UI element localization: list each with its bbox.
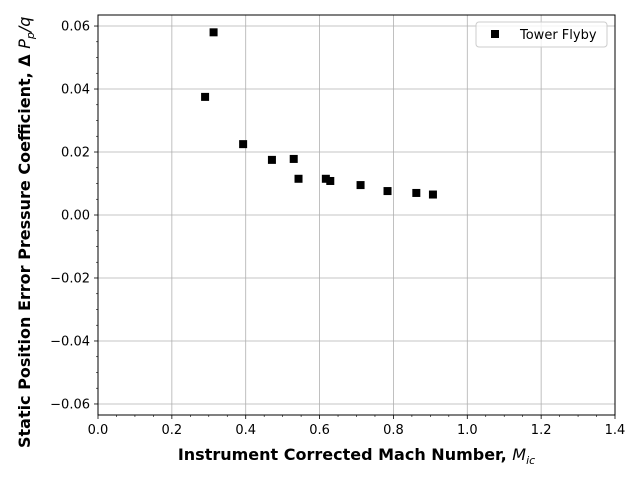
data-point [356,181,365,190]
data-point [289,154,298,163]
grid-lines [97,15,616,415]
data-point [383,187,392,196]
legend: Tower Flyby [475,21,608,48]
y-tick-label: −0.04 [50,334,90,349]
data-point [239,140,248,149]
data-point [412,188,421,197]
y-axis-label: Static Position Error Pressure Coefficie… [15,17,37,448]
legend-label-tower-flyby: Tower Flyby [519,28,597,43]
y-tick-label: −0.02 [50,271,90,286]
legend-marker-square [491,30,499,38]
x-tick-label: 0.8 [383,423,404,438]
legend-box [475,21,608,48]
x-axis-ticks: 0.0 0.2 0.4 0.6 0.8 1.0 1.2 1.4 [88,415,626,438]
data-point [428,190,437,199]
x-tick-label: 0.2 [162,423,183,438]
plot-frame [97,14,616,416]
x-tick-label: 0.4 [235,423,256,438]
x-tick-label: 1.2 [531,423,552,438]
data-point [209,28,218,37]
x-tick-label: 1.0 [457,423,478,438]
data-point [321,174,330,183]
y-tick-label: 0.06 [61,20,90,35]
data-point [201,92,210,101]
x-tick-label: 0.6 [309,423,330,438]
y-tick-label: 0.02 [61,146,90,161]
data-points [201,28,437,199]
y-axis-ticks: 0.06 0.04 0.02 0.00 −0.02 −0.04 −0.06 [50,20,98,412]
y-tick-label: 0.00 [61,209,90,224]
x-tick-label: 0.0 [88,423,109,438]
y-tick-label: −0.06 [50,397,90,412]
x-tick-label: 1.4 [605,423,626,438]
data-point [326,176,335,185]
data-point [294,174,303,183]
y-tick-label: 0.04 [61,83,90,98]
data-point [267,155,276,164]
x-axis-label: Instrument Corrected Mach Number, Mic [178,445,535,467]
